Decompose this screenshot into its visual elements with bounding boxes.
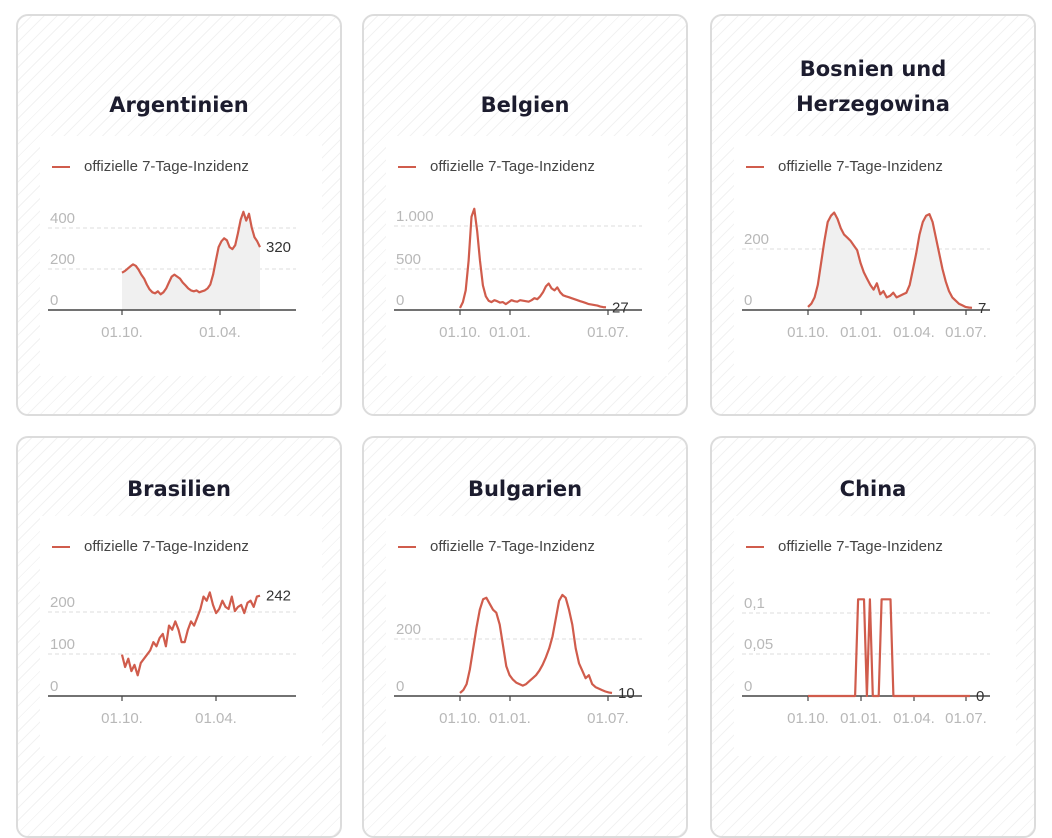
x-tick-label: 01.04. xyxy=(195,710,237,727)
legend-label: offizielle 7-Tage-Inzidenz xyxy=(84,538,249,555)
y-tick-label: 1.000 xyxy=(396,208,434,225)
legend: offizielle 7-Tage-Inzidenz xyxy=(398,538,595,555)
legend: offizielle 7-Tage-Inzidenz xyxy=(52,158,249,175)
chart-area: offizielle 7-Tage-Inzidenz 400 200 0 01.10.… xyxy=(40,136,322,376)
legend: offizielle 7-Tage-Inzidenz xyxy=(398,158,595,175)
y-tick-label: 200 xyxy=(50,594,75,611)
card-title: Bosnien und Herzegowina xyxy=(796,57,950,116)
legend-label: offizielle 7-Tage-Inzidenz xyxy=(84,158,249,175)
chart-area: offizielle 7-Tage-Inzidenz 1.000 500 0 01.1… xyxy=(386,136,668,376)
legend-label: offizielle 7-Tage-Inzidenz xyxy=(430,158,595,175)
x-tick-label: 01.04. xyxy=(199,324,241,341)
country-card: China offizielle 7-Tage-Inzidenz 0,1 0,05… xyxy=(710,436,1036,838)
x-tick-label: 01.01. xyxy=(840,324,882,341)
card-title: Belgien xyxy=(480,93,570,117)
series-line xyxy=(459,207,607,309)
y-tick-label: 200 xyxy=(396,621,421,638)
legend-line-swatch xyxy=(398,165,416,168)
x-tick-label: 01.10. xyxy=(101,710,143,727)
y-tick-label: 0 xyxy=(744,292,752,309)
last-value-label: 0 xyxy=(976,688,984,705)
chart-area: offizielle 7-Tage-Inzidenz 200 0 01.10. 01.… xyxy=(734,136,1016,376)
legend: offizielle 7-Tage-Inzidenz xyxy=(746,158,943,175)
y-tick-label: 0 xyxy=(396,292,404,309)
x-tick-label: 01.07. xyxy=(587,324,629,341)
legend-label: offizielle 7-Tage-Inzidenz xyxy=(778,158,943,175)
country-card: Bulgarien offizielle 7-Tage-Inzidenz 200… xyxy=(362,436,688,838)
chart-area: offizielle 7-Tage-Inzidenz 200 0 01.10. 01.… xyxy=(386,516,668,756)
y-tick-label: 0 xyxy=(50,678,58,695)
y-tick-label: 100 xyxy=(50,636,75,653)
incidence-chart: 200 100 0 01.10. 01.04. 242 xyxy=(48,588,296,727)
card-title: Brasilien xyxy=(127,477,231,501)
incidence-chart: 200 0 01.10. 01.01. 01.07. 10 xyxy=(394,593,642,727)
chart-area: offizielle 7-Tage-Inzidenz 0,1 0,05 0 01.10… xyxy=(734,516,1016,756)
y-tick-label: 0 xyxy=(396,678,404,695)
last-value-label: 320 xyxy=(266,239,291,256)
series-line xyxy=(120,591,261,677)
y-tick-label: 200 xyxy=(50,251,75,268)
area-fill xyxy=(808,212,972,310)
legend-line-swatch xyxy=(746,545,764,548)
x-tick-label: 01.10. xyxy=(787,324,829,341)
card-title: Bulgarien xyxy=(467,477,583,501)
x-tick-label: 01.01. xyxy=(489,710,531,727)
x-tick-label: 01.10. xyxy=(787,710,829,727)
x-tick-label: 01.07. xyxy=(945,710,987,727)
y-tick-label: 0,1 xyxy=(744,595,765,612)
y-tick-label: 200 xyxy=(744,231,769,248)
incidence-chart: 200 0 01.10. 01.01. 01.04. 01.07. 7 xyxy=(742,211,990,341)
series-line xyxy=(459,593,613,695)
legend-line-swatch xyxy=(52,165,70,168)
legend-label: offizielle 7-Tage-Inzidenz xyxy=(778,538,943,555)
legend-line-swatch xyxy=(398,545,416,548)
y-tick-label: 0 xyxy=(744,678,752,695)
legend-label: offizielle 7-Tage-Inzidenz xyxy=(430,538,595,555)
x-tick-label: 01.01. xyxy=(489,324,531,341)
x-tick-label: 01.07. xyxy=(945,324,987,341)
y-tick-label: 0 xyxy=(50,292,58,309)
y-tick-label: 0,05 xyxy=(744,636,773,653)
series-line xyxy=(807,211,973,309)
series-line xyxy=(121,210,261,296)
country-grid: Argentinien offizielle 7-Tage-Inzidenz 4… xyxy=(16,14,1036,838)
card-title: Argentinien xyxy=(109,93,249,117)
x-tick-label: 01.01. xyxy=(840,710,882,727)
country-card: Brasilien offizielle 7-Tage-Inzidenz 200… xyxy=(16,436,342,838)
x-tick-label: 01.04. xyxy=(893,710,935,727)
x-tick-label: 01.04. xyxy=(893,324,935,341)
incidence-chart: 1.000 500 0 01.10. 01.01. 01.07. 27 xyxy=(394,207,642,341)
legend: offizielle 7-Tage-Inzidenz xyxy=(746,538,943,555)
country-card: Bosnien und Herzegowina offizielle 7-Tag… xyxy=(710,14,1036,416)
legend-line-swatch xyxy=(52,545,70,548)
series-line xyxy=(808,598,970,698)
last-value-label: 7 xyxy=(978,300,986,317)
country-card: Belgien offizielle 7-Tage-Inzidenz 1.000… xyxy=(362,14,688,416)
last-value-label: 242 xyxy=(266,588,291,605)
y-tick-label: 400 xyxy=(50,210,75,227)
last-value-label: 27 xyxy=(612,299,629,316)
y-tick-label: 500 xyxy=(396,251,421,268)
country-card: Argentinien offizielle 7-Tage-Inzidenz 4… xyxy=(16,14,342,416)
x-tick-label: 01.07. xyxy=(587,710,629,727)
incidence-chart: 0,1 0,05 0 01.10. 01.01. 01.04. 01.07. 0 xyxy=(742,595,990,727)
x-tick-label: 01.10. xyxy=(439,324,481,341)
area-fill xyxy=(122,211,260,310)
legend-line-swatch xyxy=(746,165,764,168)
chart-area: offizielle 7-Tage-Inzidenz 200 100 0 01.10.… xyxy=(40,516,322,756)
x-tick-label: 01.10. xyxy=(439,710,481,727)
legend: offizielle 7-Tage-Inzidenz xyxy=(52,538,249,555)
card-title: China xyxy=(839,477,907,501)
x-tick-label: 01.10. xyxy=(101,324,143,341)
last-value-label: 10 xyxy=(618,685,635,702)
incidence-chart: 400 200 0 01.10. 01.04. 320 xyxy=(48,210,296,341)
